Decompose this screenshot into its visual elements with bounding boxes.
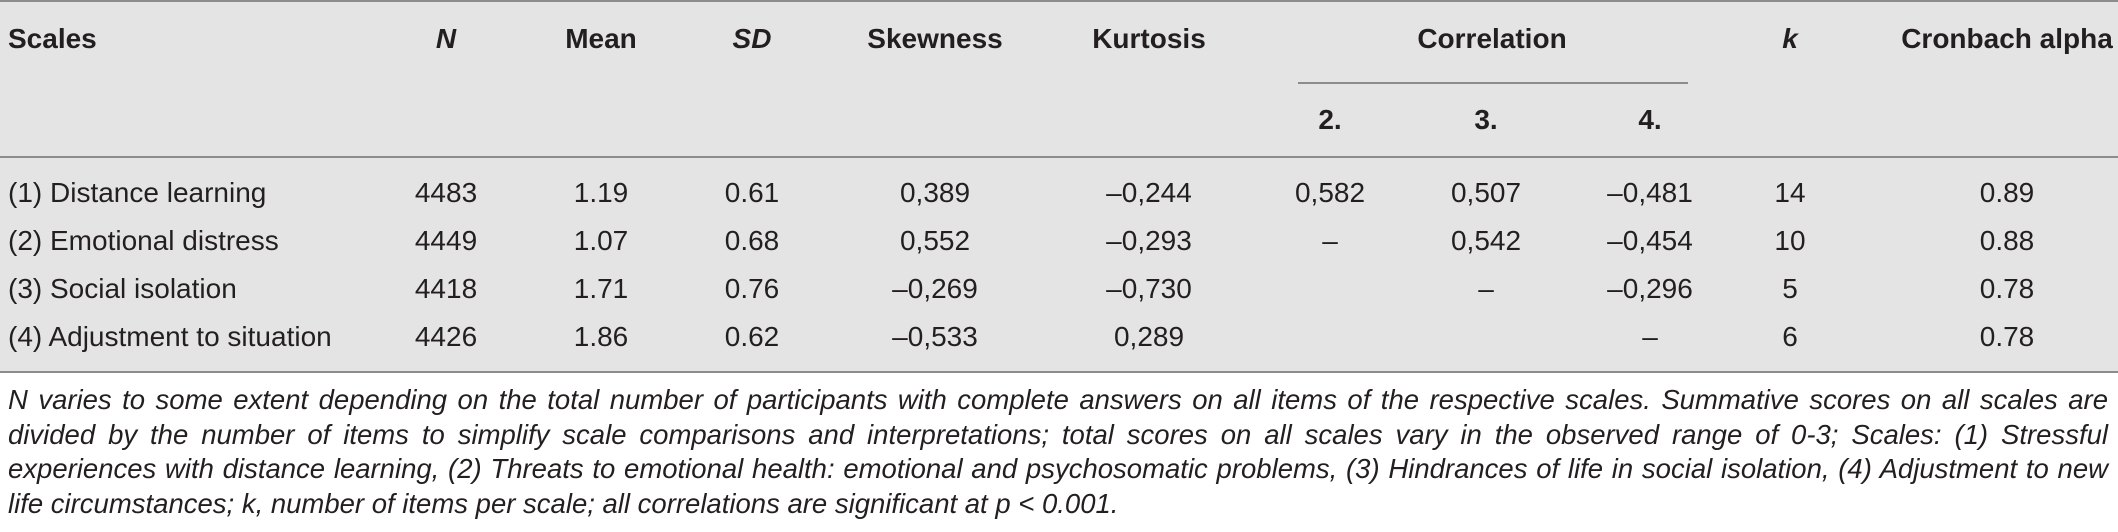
header-sd: SD (732, 23, 772, 54)
row1-skewness: 0,389 (899, 177, 971, 208)
row4-alpha: 0.78 (1979, 321, 2035, 352)
row1-corr-4: –0,481 (1607, 177, 1693, 208)
table-top-rule (0, 0, 2118, 2)
row3-alpha: 0.78 (1979, 273, 2035, 304)
row1-k: 14 (1774, 177, 1806, 208)
row1-alpha: 0.89 (1979, 177, 2035, 208)
header-corr-3: 3. (1474, 104, 1498, 135)
row4-sd: 0.62 (724, 321, 780, 352)
row3-corr-4: –0,296 (1607, 273, 1693, 304)
table-background (0, 0, 2118, 372)
row1-corr-2: 0,582 (1294, 177, 1366, 208)
row3-n: 4418 (414, 273, 478, 304)
row3-sd: 0.76 (724, 273, 780, 304)
header-mean: Mean (565, 23, 637, 54)
row3-kurtosis: –0,730 (1106, 273, 1192, 304)
row2-sd: 0.68 (724, 225, 780, 256)
row4-kurtosis: 0,289 (1113, 321, 1185, 352)
row3-mean: 1.71 (573, 273, 629, 304)
row2-corr-3: 0,542 (1450, 225, 1522, 256)
table-footnote: N varies to some extent depending on the… (8, 384, 2108, 519)
correlation-rule (1298, 82, 1688, 84)
header-corr-2: 2. (1318, 104, 1342, 135)
row2-skewness: 0,552 (899, 225, 971, 256)
row2-n: 4449 (414, 225, 478, 256)
row3-corr-3: – (1478, 273, 1494, 304)
row1-sd: 0.61 (724, 177, 780, 208)
row2-corr-2: – (1322, 225, 1338, 256)
row1-kurtosis: –0,244 (1106, 177, 1192, 208)
row4-skewness: –0,533 (892, 321, 978, 352)
table-bottom-rule (0, 371, 2118, 373)
header-k: k (1782, 23, 1798, 54)
row4-scale: (4) Adjustment to situation (8, 321, 332, 352)
row3-k: 5 (1782, 273, 1798, 304)
row2-k: 10 (1774, 225, 1806, 256)
header-n: N (435, 23, 457, 54)
row4-k: 6 (1782, 321, 1798, 352)
row4-n: 4426 (414, 321, 478, 352)
header-skewness: Skewness (867, 23, 1003, 54)
header-corr-4: 4. (1638, 104, 1662, 135)
row3-scale: (3) Social isolation (8, 273, 237, 304)
row2-corr-4: –0,454 (1607, 225, 1693, 256)
row2-scale: (2) Emotional distress (8, 225, 279, 256)
row2-kurtosis: –0,293 (1106, 225, 1192, 256)
row1-corr-3: 0,507 (1450, 177, 1522, 208)
header-cronbach-alpha: Cronbach alpha (1901, 23, 2113, 54)
row3-skewness: –0,269 (892, 273, 978, 304)
row2-mean: 1.07 (573, 225, 629, 256)
row1-scale: (1) Distance learning (8, 177, 267, 208)
row2-alpha: 0.88 (1979, 225, 2035, 256)
row1-n: 4483 (414, 177, 478, 208)
row4-mean: 1.86 (573, 321, 629, 352)
row4-corr-4: – (1642, 321, 1658, 352)
header-scales: Scales (8, 23, 97, 54)
header-kurtosis: Kurtosis (1092, 23, 1206, 54)
header-correlation: Correlation (1417, 23, 1567, 54)
row1-mean: 1.19 (573, 177, 629, 208)
header-rule (0, 156, 2118, 158)
